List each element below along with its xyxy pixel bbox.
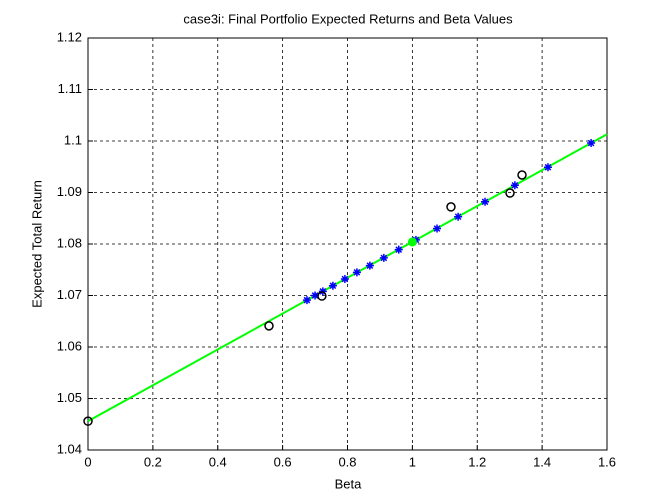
star-point xyxy=(328,281,337,290)
x-tick-label: 1.2 xyxy=(468,454,486,469)
star-point xyxy=(543,163,552,172)
x-tick-label: 1.4 xyxy=(533,454,551,469)
y-tick-label: 1.12 xyxy=(57,29,82,44)
y-axis-label: Expected Total Return xyxy=(29,180,44,308)
circle-point xyxy=(83,416,93,426)
star-point xyxy=(481,197,490,206)
fit-line xyxy=(87,133,608,423)
star-point xyxy=(510,181,519,190)
star-point xyxy=(340,275,349,284)
star-point xyxy=(454,212,463,221)
x-tick-label: 0 xyxy=(84,454,91,469)
star-point xyxy=(311,291,320,300)
star-point xyxy=(587,139,596,148)
x-tick-label: 0.2 xyxy=(144,454,162,469)
y-tick-label: 1.09 xyxy=(57,184,82,199)
dot-point xyxy=(407,237,417,247)
y-tick-label: 1.1 xyxy=(64,132,82,147)
circle-point xyxy=(517,170,527,180)
x-tick-label: 0.8 xyxy=(338,454,356,469)
y-tick-label: 1.11 xyxy=(58,81,82,96)
circle-point xyxy=(317,291,327,301)
x-tick-label: 1.6 xyxy=(598,454,616,469)
x-tick-label: 1 xyxy=(409,454,416,469)
y-tick-label: 1.05 xyxy=(57,390,82,405)
star-point xyxy=(379,253,388,262)
star-point xyxy=(394,245,403,254)
plot-frame xyxy=(87,37,608,451)
x-tick-label: 0.4 xyxy=(209,454,227,469)
star-point xyxy=(352,268,361,277)
star-point xyxy=(433,224,442,233)
y-tick-label: 1.08 xyxy=(57,235,82,250)
circle-point xyxy=(446,202,456,212)
x-tick-label: 0.6 xyxy=(274,454,292,469)
y-tick-label: 1.06 xyxy=(57,338,82,353)
star-point xyxy=(302,296,311,305)
y-tick-label: 1.07 xyxy=(57,287,82,302)
circle-point xyxy=(264,321,274,331)
chart-title: case3i: Final Portfolio Expected Returns… xyxy=(183,11,513,26)
star-point xyxy=(365,261,374,270)
x-axis-label: Beta xyxy=(335,476,363,491)
circle-point xyxy=(505,188,515,198)
y-tick-label: 1.04 xyxy=(57,441,82,456)
